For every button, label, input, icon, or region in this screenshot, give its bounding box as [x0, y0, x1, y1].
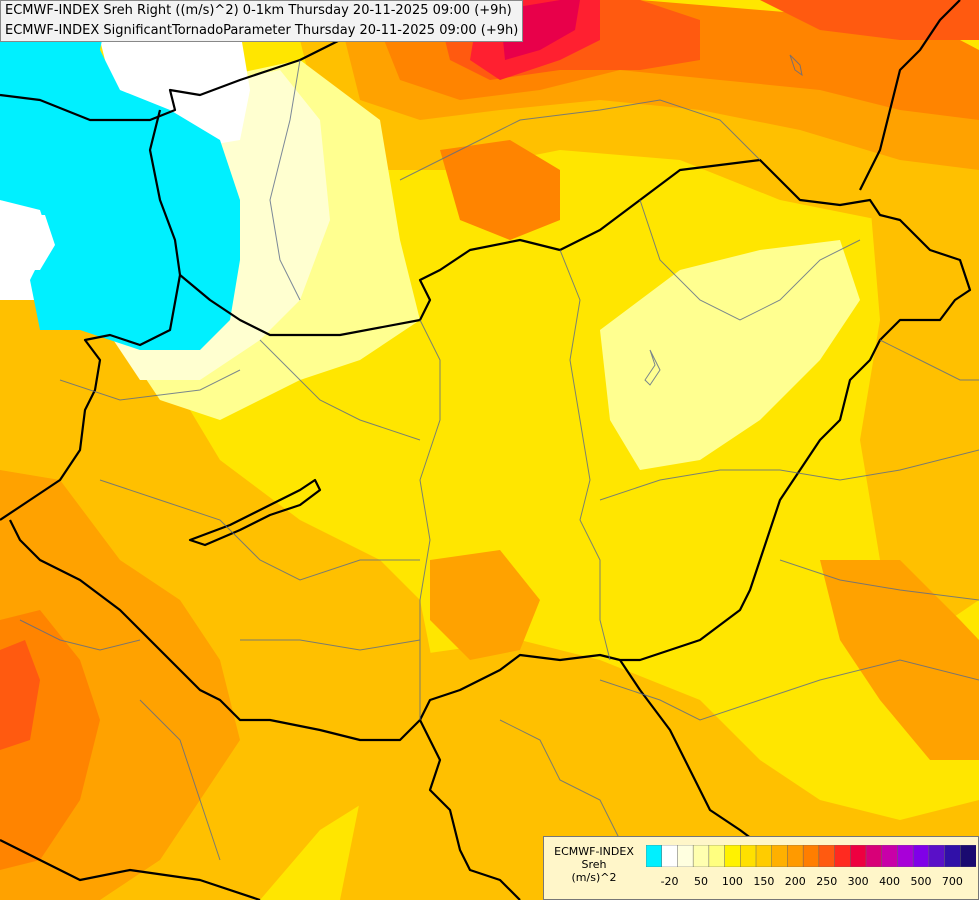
legend-swatch	[834, 845, 851, 867]
legend-tick-label: 400	[879, 875, 901, 888]
rivers-regions	[19, 54, 979, 900]
legend-swatches	[646, 845, 976, 867]
legend-swatch	[787, 845, 804, 867]
legend-swatch	[928, 845, 946, 867]
lake-balaton	[188, 478, 322, 547]
amber-zone-south	[340, 640, 979, 900]
legend-swatch	[740, 845, 757, 867]
legend-swatch	[944, 845, 961, 867]
legend-tick-label: 500	[910, 875, 932, 888]
border-south	[419, 719, 521, 900]
legend-title-line2: Sreh	[581, 858, 607, 871]
legend-swatch	[661, 845, 678, 867]
cyan-zone-west	[0, 0, 240, 350]
legend-swatch	[708, 845, 726, 867]
legend-swatch	[724, 845, 741, 867]
legend-tick-label: 50	[694, 875, 708, 888]
orange-zone-center-south	[430, 550, 540, 660]
darkorange-zone-bump	[440, 140, 560, 240]
legend-tick-label: 100	[721, 875, 743, 888]
legend-swatch	[692, 845, 710, 867]
legend-swatch	[850, 845, 867, 867]
legend-title: ECMWF-INDEX Sreh (m/s)^2	[544, 845, 644, 884]
legend-swatch	[897, 845, 914, 867]
legend-title-line1: ECMWF-INDEX	[554, 845, 634, 858]
legend-tick-label: 300	[847, 875, 869, 888]
legend-tick-label: 700	[941, 875, 963, 888]
map-title-line1: ECMWF-INDEX Sreh Right ((m/s)^2) 0-1km T…	[5, 3, 512, 18]
legend-swatch	[960, 845, 976, 867]
legend-swatch	[865, 845, 883, 867]
legend-swatch	[802, 845, 820, 867]
border-southeast	[619, 659, 761, 846]
legend-swatch	[818, 845, 836, 867]
legend-swatch	[755, 845, 773, 867]
amber-zone-east	[860, 200, 979, 640]
map-title-line2: ECMWF-INDEX SignificantTornadoParameter …	[5, 23, 519, 38]
legend-tick-label: -20	[660, 875, 679, 888]
border-west	[0, 109, 182, 521]
redorange-zone-sw	[0, 640, 40, 750]
border-sw-lower	[0, 839, 261, 900]
lightyellow-zone-east	[600, 240, 860, 470]
redorange-zone-ne	[760, 0, 979, 40]
map-title-box: ECMWF-INDEX Sreh Right ((m/s)^2) 0-1km T…	[0, 0, 524, 42]
legend-title-line3: (m/s)^2	[571, 871, 617, 884]
color-legend: ECMWF-INDEX Sreh (m/s)^2 -20 50 100 150 200 2…	[543, 836, 979, 900]
legend-tick-label: 250	[816, 875, 838, 888]
border-slovakia-hu	[9, 158, 972, 742]
cyan-pocket	[0, 215, 55, 270]
border-northeast	[859, 0, 961, 191]
legend-swatch	[771, 845, 788, 867]
legend-swatch	[646, 845, 663, 867]
legend-swatch	[912, 845, 930, 867]
legend-swatch	[677, 845, 694, 867]
legend-swatch	[881, 845, 898, 867]
legend-tick-label: 200	[784, 875, 806, 888]
legend-ticks: -20 50 100 150 200 250 300 400 500 700	[646, 875, 976, 891]
legend-tick-label: 150	[753, 875, 775, 888]
